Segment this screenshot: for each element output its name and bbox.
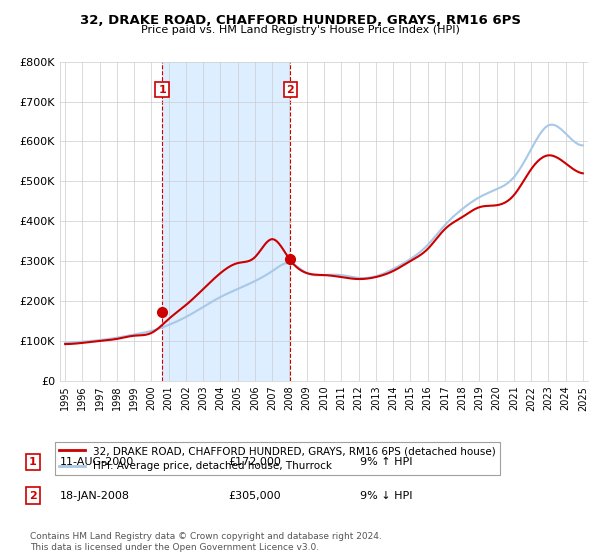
Text: 2: 2 bbox=[286, 85, 294, 95]
Bar bbox=[162, 62, 290, 381]
Text: £305,000: £305,000 bbox=[228, 491, 281, 501]
Text: 2: 2 bbox=[29, 491, 37, 501]
Text: £172,000: £172,000 bbox=[228, 457, 281, 467]
Text: 1: 1 bbox=[29, 457, 37, 467]
Text: 11-AUG-2000: 11-AUG-2000 bbox=[60, 457, 134, 467]
Text: Price paid vs. HM Land Registry's House Price Index (HPI): Price paid vs. HM Land Registry's House … bbox=[140, 25, 460, 35]
Text: Contains HM Land Registry data © Crown copyright and database right 2024.
This d: Contains HM Land Registry data © Crown c… bbox=[30, 532, 382, 552]
Text: 32, DRAKE ROAD, CHAFFORD HUNDRED, GRAYS, RM16 6PS: 32, DRAKE ROAD, CHAFFORD HUNDRED, GRAYS,… bbox=[79, 14, 521, 27]
Text: 18-JAN-2008: 18-JAN-2008 bbox=[60, 491, 130, 501]
Text: 1: 1 bbox=[158, 85, 166, 95]
Legend: 32, DRAKE ROAD, CHAFFORD HUNDRED, GRAYS, RM16 6PS (detached house), HPI: Average: 32, DRAKE ROAD, CHAFFORD HUNDRED, GRAYS,… bbox=[55, 442, 500, 475]
Text: 9% ↑ HPI: 9% ↑ HPI bbox=[360, 457, 413, 467]
Text: 9% ↓ HPI: 9% ↓ HPI bbox=[360, 491, 413, 501]
